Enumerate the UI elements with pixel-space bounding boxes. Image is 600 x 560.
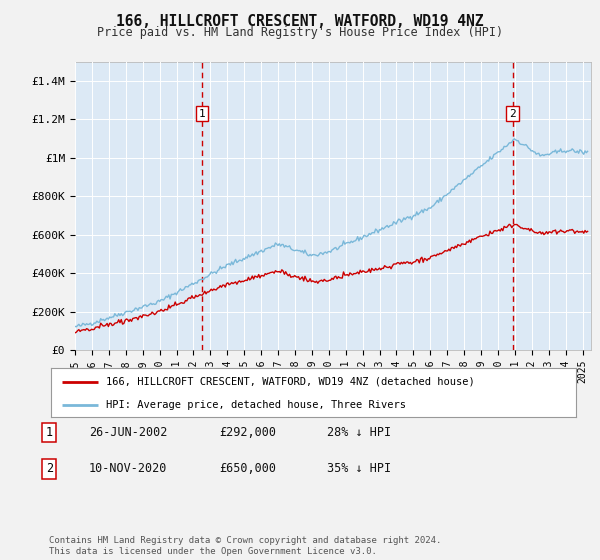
Text: £650,000: £650,000 [219, 462, 276, 475]
Text: 28% ↓ HPI: 28% ↓ HPI [327, 426, 391, 439]
Text: HPI: Average price, detached house, Three Rivers: HPI: Average price, detached house, Thre… [106, 400, 406, 410]
Text: 26-JUN-2002: 26-JUN-2002 [89, 426, 167, 439]
Text: 1: 1 [199, 109, 205, 119]
Text: 1: 1 [46, 426, 53, 439]
Text: 2: 2 [509, 109, 516, 119]
Text: Price paid vs. HM Land Registry's House Price Index (HPI): Price paid vs. HM Land Registry's House … [97, 26, 503, 39]
Text: 35% ↓ HPI: 35% ↓ HPI [327, 462, 391, 475]
Text: 166, HILLCROFT CRESCENT, WATFORD, WD19 4NZ: 166, HILLCROFT CRESCENT, WATFORD, WD19 4… [116, 14, 484, 29]
Text: 2: 2 [46, 462, 53, 475]
Text: 166, HILLCROFT CRESCENT, WATFORD, WD19 4NZ (detached house): 166, HILLCROFT CRESCENT, WATFORD, WD19 4… [106, 377, 475, 387]
Text: £292,000: £292,000 [219, 426, 276, 439]
Text: 10-NOV-2020: 10-NOV-2020 [89, 462, 167, 475]
Text: Contains HM Land Registry data © Crown copyright and database right 2024.
This d: Contains HM Land Registry data © Crown c… [49, 536, 442, 556]
